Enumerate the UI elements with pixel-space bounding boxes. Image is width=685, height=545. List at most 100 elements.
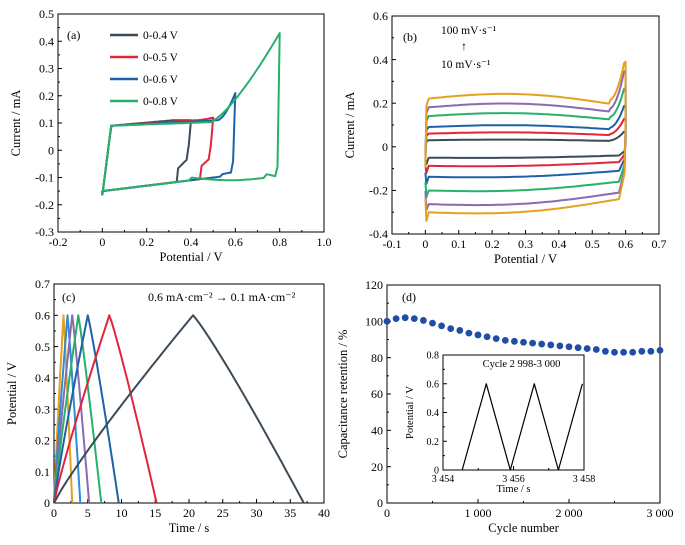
panel-b-x-axis-label: Potential / V (494, 252, 557, 266)
panel-b-x-tick-label: 0.2 (485, 237, 500, 251)
panel-a-x-tick-label: 0.4 (184, 235, 199, 249)
panel-d-data-point (483, 333, 491, 341)
panel-d-inset-y-tick-label: 0.8 (427, 351, 440, 362)
panel-d-x-tick-label: 1 000 (465, 506, 492, 520)
panel-a-y-tick-label: 0.1 (39, 116, 54, 130)
panel-d-data-point (611, 348, 618, 356)
panel-a-x-tick-label: 0.8 (272, 235, 287, 249)
panel-c-curve (53, 314, 305, 504)
panel-d-data-point (556, 342, 564, 350)
panel-d-x-tick-label: 2 000 (556, 506, 583, 520)
panel-b-y-tick-label: 0.6 (373, 9, 388, 23)
panel-b-y-tick-label: 0.2 (373, 96, 388, 110)
panel-d-inset-bg (443, 355, 584, 470)
panel-d-data-point (592, 346, 600, 353)
panel-a-legend-label: 0-0.6 V (143, 74, 179, 86)
panel-d-data-point (401, 314, 409, 322)
panel-c-x-tick-label: 20 (183, 506, 195, 520)
panel-a-x-tick-label: 0.6 (228, 235, 243, 249)
panel-c-y-tick-label: 0.6 (35, 308, 50, 322)
panel-d-y-tick-label: 0 (377, 496, 383, 510)
panel-c-y-tick-label: 0.7 (35, 277, 50, 291)
panel-b-curve (424, 130, 627, 166)
panel-d-inset-curve (461, 383, 583, 471)
panel-d-data-point (529, 339, 536, 347)
panel-c-curve (53, 314, 158, 504)
panel-d-data-point (420, 317, 427, 324)
panel-a-curve (101, 119, 192, 196)
panel-c-y-tick-label: 0.3 (35, 402, 50, 416)
panel-c-x-tick-label: 10 (116, 506, 128, 520)
panel-d-data-point (629, 348, 637, 356)
panel-c-tag: (c) (62, 290, 75, 304)
panel-d-data-point (438, 322, 445, 330)
panel-c-y-tick-label: 0.1 (35, 465, 50, 479)
panel-c-y-tick-label: 0.5 (35, 340, 50, 354)
panel-a-x-tick-label: 1.0 (317, 235, 332, 249)
panel-a-x-tick-label: 0 (99, 235, 105, 249)
panel-d-data-point (429, 319, 436, 327)
panel-c-x-axis-label: Time / s (169, 521, 210, 535)
panel-d-data-point (638, 347, 646, 355)
panel-d-data-point (583, 345, 591, 352)
panel-a-y-tick-label: 0.5 (39, 7, 54, 21)
panel-d-data-point (647, 347, 655, 355)
panel-d-y-tick-label: 80 (371, 351, 383, 365)
panel-b-y-tick-label: -0.2 (369, 184, 388, 198)
panel-d-inset-y-axis-label: Potential / V (405, 386, 416, 439)
panel-c-x-tick-label: 40 (318, 506, 330, 520)
panel-d-y-tick-label: 40 (371, 424, 383, 438)
panel-b-x-tick-label: 0 (422, 237, 428, 251)
panel-a-legend-label: 0-0.4 V (143, 30, 179, 42)
panel-b-chart: -0.1 0 0.1 0.2 0.3 0.4 0.5 0.6 0.7 -0.4 -0.2 0 0.2 0.… (343, 9, 667, 266)
panel-d-x-axis-label: Cycle number (488, 521, 559, 535)
panel-a-curve (101, 32, 281, 196)
panel-a-legend-label: 0-0.5 V (143, 52, 179, 64)
panel-b-y-axis-label: Current / mA (343, 92, 357, 159)
panel-b-x-tick-label: 0.4 (551, 237, 566, 251)
panel-d-data-point (492, 335, 500, 342)
panel-b-x-tick-label: 0.6 (618, 237, 633, 251)
panel-d-data-point (447, 325, 455, 332)
panel-d-inset-y-tick-label: 0.2 (427, 437, 440, 448)
panel-a-y-tick-label: 0.4 (39, 34, 54, 48)
panel-d-data-point (656, 347, 664, 354)
panel-b-curve (424, 117, 627, 174)
panel-a-y-tick-label: 0 (48, 143, 54, 157)
panel-d-x-tick-label: 0 (384, 506, 390, 520)
panel-c-frame (53, 283, 325, 504)
panel-c-y-tick-label: 0.4 (35, 371, 50, 385)
panel-a-legend-label: 0-0.8 V (143, 96, 179, 108)
panel-c-annotation: 0.6 mA·cm⁻² → 0.1 mA·cm⁻² (148, 290, 296, 304)
panel-b-x-tick-label: 0.7 (652, 237, 667, 251)
panel-c-y-tick-label: 0.2 (35, 434, 50, 448)
panel-b-annotation-arrow: ↑ (461, 41, 467, 53)
panel-a-y-tick-label: 0.3 (39, 62, 54, 76)
panel-d-data-point (501, 337, 509, 344)
panel-d-data-point (511, 337, 518, 345)
panel-d-data-point (465, 329, 473, 337)
panel-d-inset-x-tick-label: 3 456 (502, 474, 525, 485)
panel-a-chart: -0.2 0 0.2 0.4 0.6 0.8 1.0-0.3-0.2-0.100.10.20… (9, 7, 332, 264)
panel-d-data-point (620, 348, 627, 356)
panel-d-data-point (456, 327, 464, 334)
panel-d-inset-title: Cycle 2 998-3 000 (483, 359, 561, 370)
panel-c-x-tick-label: 15 (149, 506, 161, 520)
panel-d-data-point (392, 315, 400, 323)
panel-d-inset-y-tick-label: 0.6 (427, 379, 440, 390)
panel-d-inset-y-tick-label: 0 (434, 466, 439, 477)
panel-d-inset-y-tick-label: 0.4 (427, 408, 440, 419)
panel-b-curve (424, 69, 627, 211)
panel-b-y-tick-label: 0.4 (373, 53, 388, 67)
panel-b-x-tick-label: 0.3 (518, 237, 533, 251)
panel-d-data-point (474, 331, 482, 339)
panel-d-y-tick-label: 120 (365, 278, 383, 292)
panel-c-x-tick-label: 5 (85, 506, 91, 520)
panel-c-curve (53, 314, 74, 504)
panel-d-data-point (383, 317, 391, 325)
panel-c-x-tick-label: 30 (251, 506, 263, 520)
panel-d-chart: 0 1 000 2 000 3 000 0 20 40 60 80 100 120 Cycle num… (336, 278, 674, 535)
panel-d-data-point (547, 341, 555, 349)
panel-c-curve (53, 314, 91, 504)
panel-d-data-point (574, 344, 582, 352)
